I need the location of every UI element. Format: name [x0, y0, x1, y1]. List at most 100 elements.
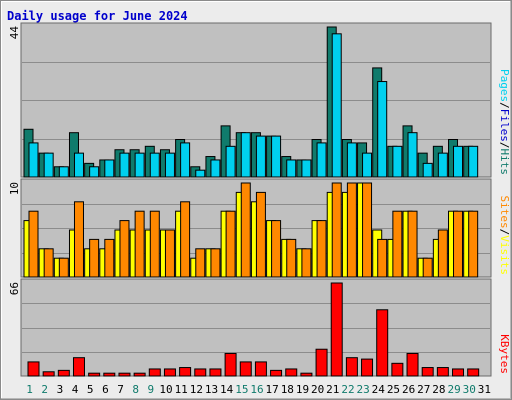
- bar-kbytes: [72, 357, 85, 377]
- x-tick-label: 24: [372, 383, 386, 396]
- bar-visits: [286, 238, 297, 278]
- x-tick-label: 4: [72, 383, 79, 396]
- bar-kbytes: [436, 367, 449, 377]
- bar-visits: [180, 201, 191, 278]
- bar-kbytes: [406, 352, 419, 377]
- bar-kbytes: [421, 367, 434, 377]
- bar-files: [346, 142, 357, 178]
- bar-kbytes: [376, 309, 389, 377]
- bar-files: [255, 135, 266, 178]
- panel-hits-files-pages: 44 Pages/Files/Hits: [8, 22, 511, 178]
- legend: Sites/Visits: [498, 196, 511, 276]
- bar-kbytes: [57, 369, 70, 377]
- bar-kbytes: [330, 282, 343, 377]
- bar-visits: [134, 210, 145, 278]
- x-tick-label: 9: [148, 383, 155, 396]
- bar-files: [377, 81, 388, 178]
- bar-files: [407, 132, 418, 178]
- bar-visits: [316, 220, 327, 278]
- bar-files: [271, 135, 282, 178]
- legend-separator: /: [498, 229, 511, 236]
- bar-visits: [119, 220, 130, 278]
- bar-files: [437, 152, 448, 178]
- bar-files: [316, 142, 327, 178]
- axis-max-label: 66: [8, 282, 21, 295]
- bar-visits: [437, 229, 448, 278]
- bar-files: [104, 159, 115, 178]
- bar-kbytes: [88, 372, 101, 377]
- bar-kbytes: [285, 368, 298, 377]
- legend: KBytes: [498, 334, 511, 374]
- x-tick-label: 25: [387, 383, 400, 396]
- bar-visits: [73, 201, 84, 278]
- bar-visits: [407, 210, 418, 278]
- bar-visits: [346, 182, 357, 278]
- bar-visits: [225, 210, 236, 278]
- bar-files: [210, 159, 221, 178]
- bar-visits: [43, 248, 54, 278]
- x-tick-label: 19: [296, 383, 309, 396]
- x-tick-label: 30: [463, 383, 476, 396]
- x-tick-label: 14: [220, 383, 234, 396]
- x-tick-label: 29: [447, 383, 460, 396]
- bar-kbytes: [270, 369, 283, 377]
- bar-files: [331, 33, 342, 178]
- x-tick-label: 7: [117, 383, 124, 396]
- bar-files: [225, 145, 236, 178]
- bar-visits: [362, 182, 373, 278]
- bar-kbytes: [345, 357, 358, 377]
- x-tick-label: 20: [311, 383, 324, 396]
- bar-kbytes: [361, 358, 374, 377]
- x-tick-label: 16: [250, 383, 263, 396]
- bar-files: [134, 152, 145, 178]
- legend-separator: /: [498, 102, 511, 109]
- bar-kbytes: [209, 368, 222, 377]
- bar-kbytes: [315, 348, 328, 377]
- x-tick-label: 1: [26, 383, 33, 396]
- bar-files: [89, 166, 100, 178]
- legend-kbytes: KBytes: [498, 334, 511, 374]
- bar-kbytes: [27, 361, 40, 377]
- bar-kbytes: [118, 372, 131, 377]
- bar-files: [119, 152, 130, 178]
- x-tick-label: 23: [357, 383, 370, 396]
- bar-files: [301, 159, 312, 178]
- x-tick-label: 12: [190, 383, 203, 396]
- x-tick-label: 21: [326, 383, 339, 396]
- legend-separator: /: [498, 142, 511, 149]
- x-tick-label: 28: [432, 383, 445, 396]
- bar-kbytes: [148, 368, 161, 377]
- bar-files: [422, 162, 433, 178]
- bar-visits: [271, 220, 282, 278]
- legend-visits: Visits: [498, 235, 511, 275]
- bar-visits: [255, 191, 266, 278]
- x-tick-label: 6: [102, 383, 109, 396]
- bar-files: [164, 152, 175, 178]
- bar-files: [240, 132, 251, 178]
- bar-kbytes: [224, 352, 237, 377]
- x-tick-label: 10: [159, 383, 172, 396]
- bar-visits: [58, 257, 69, 278]
- bar-files: [392, 145, 403, 178]
- bar-kbytes: [42, 371, 55, 377]
- x-tick-label: 26: [402, 383, 415, 396]
- bar-visits: [392, 210, 403, 278]
- bar-visits: [331, 182, 342, 278]
- chart-title: Daily usage for June 2024: [7, 9, 188, 23]
- bar-files: [286, 159, 297, 178]
- bar-kbytes: [103, 372, 116, 377]
- panel-visits-sites: 10 Sites/Visits: [8, 178, 511, 278]
- legend: Pages/Files/Hits: [498, 69, 511, 175]
- bar-files: [453, 145, 464, 178]
- bar-visits: [28, 210, 39, 278]
- bar-kbytes: [391, 362, 404, 377]
- axis-max-label: 44: [8, 26, 21, 40]
- x-tick-label: 31: [478, 383, 491, 396]
- bar-visits: [453, 210, 464, 278]
- x-tick-label: 5: [87, 383, 94, 396]
- bar-visits: [210, 248, 221, 278]
- bar-visits: [104, 238, 115, 278]
- bar-kbytes: [452, 368, 465, 377]
- legend-pages: Pages: [498, 69, 511, 102]
- x-tick-label: 15: [235, 383, 248, 396]
